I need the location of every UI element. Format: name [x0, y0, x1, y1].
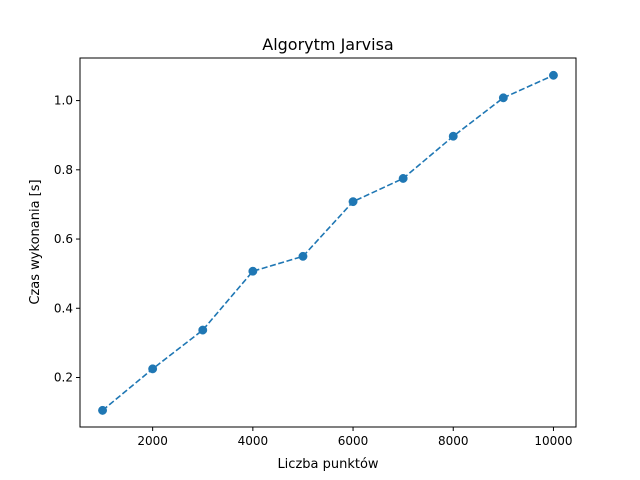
chart-title: Algorytm Jarvisa [262, 35, 393, 54]
data-point [448, 131, 458, 141]
x-tick-label: 6000 [338, 434, 369, 448]
data-point [148, 364, 158, 374]
x-tick-label: 8000 [438, 434, 469, 448]
y-tick-label: 0.8 [54, 163, 73, 177]
x-axis: 2000 4000 6000 8000 10000 [137, 427, 573, 448]
y-tick-label: 0.6 [54, 232, 73, 246]
axes-frame [79, 57, 577, 428]
data-point [298, 251, 308, 261]
y-axis-label: Czas wykonania [s] [28, 179, 43, 304]
data-point [398, 174, 408, 183]
plot-area [98, 70, 558, 415]
y-tick-label: 0.2 [54, 371, 73, 385]
data-point [549, 70, 558, 80]
y-tick-label: 1.0 [54, 94, 73, 108]
y-axis: 0.2 0.4 0.6 0.8 1.0 [54, 94, 80, 385]
x-tick-label: 10000 [534, 434, 572, 448]
data-point [98, 405, 108, 415]
y-tick-label: 0.4 [54, 301, 73, 315]
data-point [198, 325, 208, 335]
series-line [102, 74, 554, 411]
x-tick-label: 2000 [137, 434, 168, 448]
x-tick-label: 4000 [238, 434, 269, 448]
data-point [248, 266, 258, 276]
x-axis-label: Liczba punktów [277, 457, 378, 472]
data-point [498, 93, 508, 103]
data-point [348, 197, 358, 207]
